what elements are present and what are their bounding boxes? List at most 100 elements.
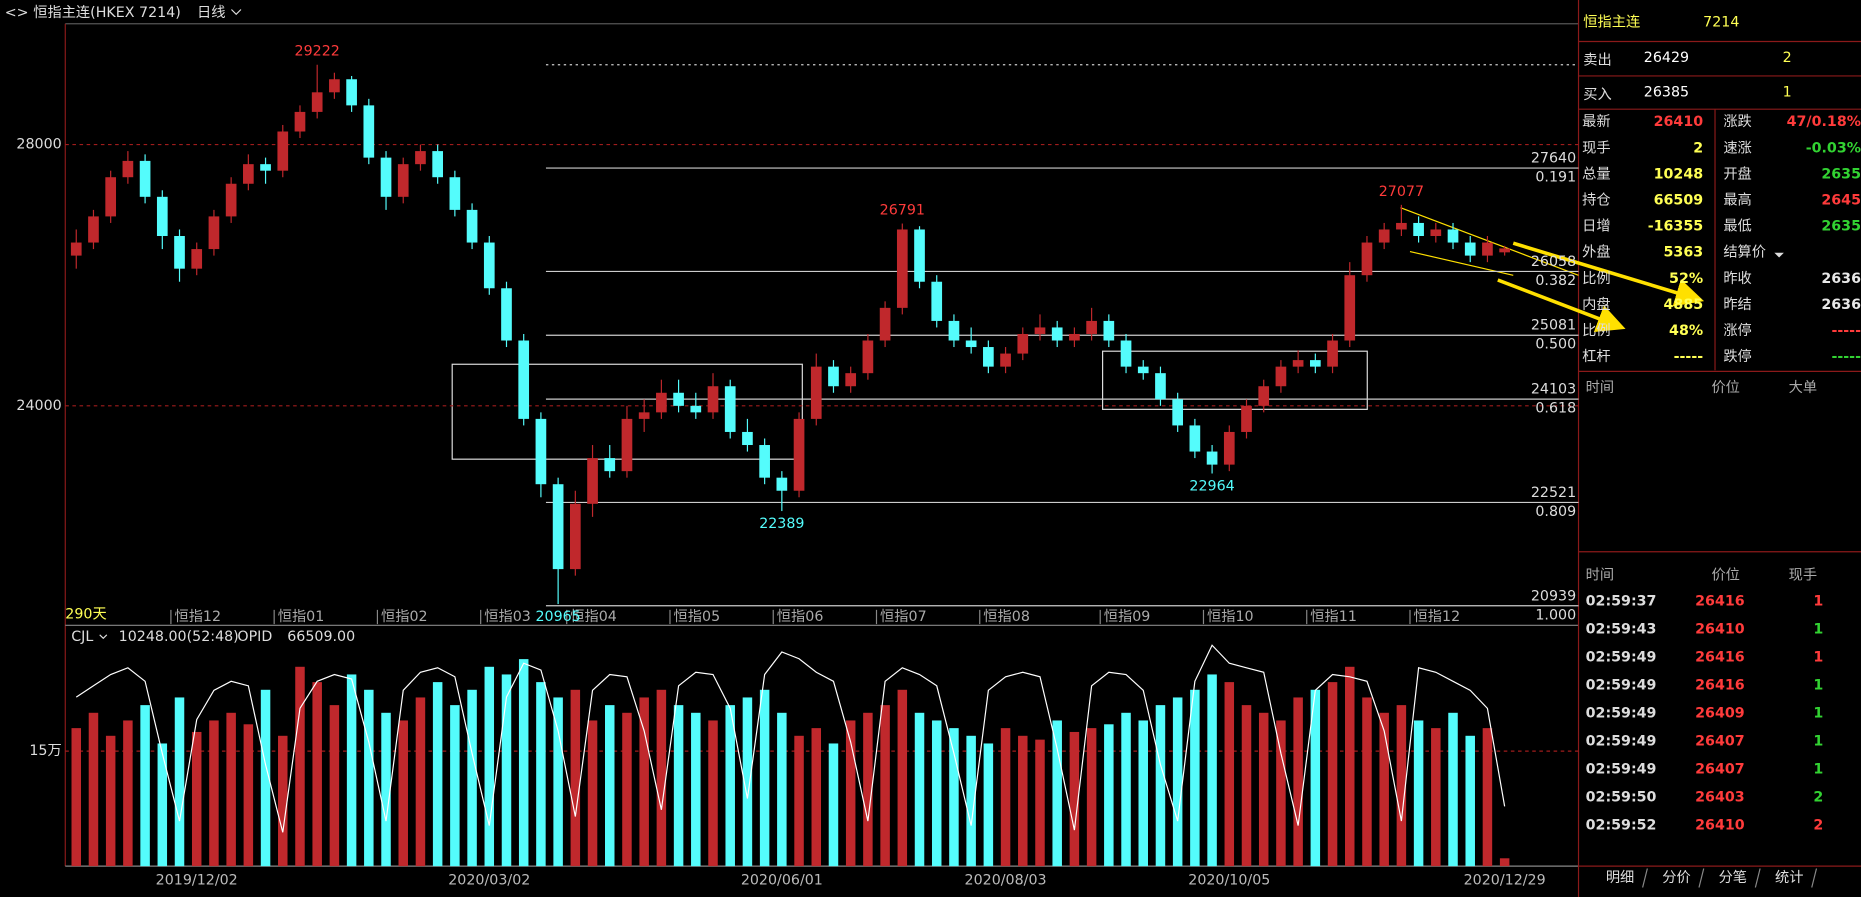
stat-label: 持仓 — [1582, 192, 1610, 209]
tab[interactable]: 分价 — [1662, 869, 1690, 886]
bid-price: 26385 — [1644, 85, 1689, 101]
volume-bar — [1448, 712, 1458, 867]
candle-body — [1482, 242, 1493, 256]
column-header: 时间 — [1586, 379, 1614, 396]
y-tick-label: 24000 — [16, 398, 61, 414]
charts: 28000 24000 27640 0.191 26058 0.382 25081 0.500… — [16, 44, 1579, 888]
candle-body — [1241, 405, 1252, 432]
candle-body — [363, 105, 375, 158]
candle-body — [828, 366, 839, 387]
candle-body — [724, 386, 736, 432]
dropdown-arrow — [231, 9, 242, 16]
candle-body — [759, 445, 770, 478]
candle-body — [931, 281, 943, 321]
volume-bar — [1396, 705, 1407, 867]
candle-body — [965, 340, 977, 348]
candle-body — [1309, 360, 1321, 367]
volume-bar — [1172, 697, 1183, 867]
x-tick-label: 恒指11 — [1310, 608, 1357, 625]
candle-body — [1413, 222, 1424, 237]
volume-bar — [1052, 720, 1062, 867]
candle-body — [638, 412, 650, 419]
volume-bar — [1362, 697, 1372, 867]
candle-body — [948, 320, 960, 341]
x-tick-label: 2020/12/29 — [1464, 872, 1546, 888]
trade-qty: 1 — [1813, 678, 1823, 694]
tab[interactable]: 统计 — [1775, 869, 1803, 886]
fib-ratio: 0.382 — [1535, 273, 1576, 289]
stat-value: 2635 — [1821, 219, 1861, 235]
stat-value: 26410 — [1654, 114, 1704, 130]
volume-bar — [157, 743, 168, 867]
candle-body — [277, 131, 289, 171]
trade-time: 02:59:50 — [1586, 790, 1657, 806]
volume-bar — [1069, 731, 1080, 867]
range-box — [1102, 350, 1368, 410]
volume-bar — [983, 743, 994, 867]
candle-body — [1361, 242, 1373, 276]
candle-body — [1378, 229, 1390, 243]
volume-bar — [1155, 705, 1166, 867]
tab[interactable]: 分笔 — [1719, 869, 1747, 886]
fib-ratio: 0.618 — [1535, 401, 1576, 417]
candle-body — [225, 183, 237, 217]
fib-value: 20939 — [1531, 588, 1576, 604]
timeframe[interactable]: 日线 — [197, 4, 225, 21]
stat-label: 比例 — [1582, 322, 1610, 339]
candle-body — [1103, 320, 1115, 341]
volume-bar — [88, 712, 99, 867]
stat-label: 昨收 — [1723, 270, 1751, 287]
arrow — [1497, 278, 1626, 332]
candle-body — [742, 431, 753, 446]
candle-body — [1034, 327, 1046, 334]
candle-body — [156, 196, 168, 237]
volume-bar — [1035, 739, 1045, 867]
volume-bar — [639, 697, 649, 867]
extreme-label: 20965 — [535, 609, 580, 625]
volume-bar — [691, 712, 701, 867]
volume-bar — [1086, 728, 1097, 867]
legend-name: CJL — [71, 629, 93, 645]
tab-separator — [1811, 868, 1818, 888]
menu-icon[interactable]: <> — [5, 5, 29, 21]
fib-ratio: 1.000 — [1535, 607, 1576, 623]
trade-qty: 1 — [1813, 650, 1823, 666]
tab[interactable]: 明细 — [1606, 869, 1634, 886]
volume-bar — [1310, 689, 1321, 867]
volume-bar — [845, 720, 856, 867]
volume-bar — [381, 712, 391, 867]
trade-qty: 2 — [1813, 818, 1823, 834]
stat-value: 2636 — [1821, 297, 1861, 313]
fib-value: 22521 — [1531, 485, 1576, 501]
candle-body — [552, 484, 564, 570]
volume-bar — [450, 705, 460, 867]
stat-label: 最高 — [1723, 192, 1751, 209]
trade-qty: 1 — [1813, 594, 1823, 610]
candle-body — [415, 151, 426, 165]
stat-value: ----- — [1831, 349, 1861, 365]
volume-bar — [656, 689, 667, 867]
x-tick-label: 2020/06/01 — [741, 872, 823, 888]
stat-label: 开盘 — [1723, 164, 1751, 182]
volume-bar — [725, 705, 735, 867]
trade-time: 02:59:52 — [1586, 818, 1657, 834]
volume-bar — [863, 712, 873, 867]
x-tick-label: 恒指06 — [777, 608, 824, 625]
x-tick-label: 2020/08/03 — [965, 872, 1047, 888]
volume-bar — [811, 728, 822, 867]
candle-body — [1000, 353, 1011, 367]
trade-time: 02:59:43 — [1586, 622, 1657, 638]
x-tick-label: 2020/03/02 — [448, 872, 530, 888]
volume-bar — [949, 728, 959, 867]
y-tick-label: 15万 — [29, 743, 61, 759]
volume-bar — [467, 689, 477, 867]
candle-body — [1017, 333, 1029, 354]
stat-value: 48% — [1669, 323, 1703, 339]
volume-bar — [1258, 712, 1269, 867]
volume-bar — [1241, 705, 1252, 867]
volume-bar — [260, 689, 271, 867]
trade-price: 26410 — [1695, 818, 1745, 834]
candle-body — [621, 418, 633, 472]
trade-qty: 1 — [1813, 706, 1823, 722]
